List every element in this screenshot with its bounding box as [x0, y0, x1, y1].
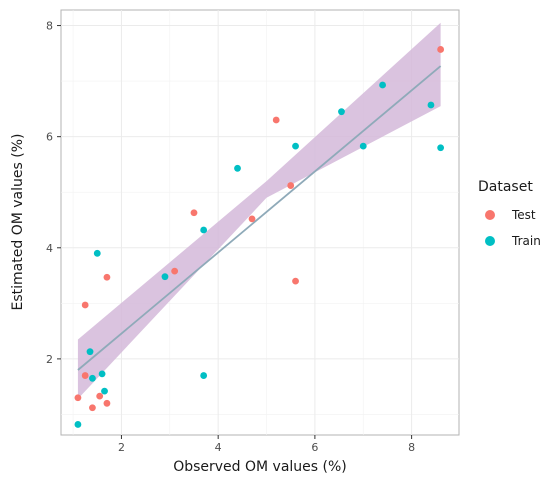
data-point-train: [93, 249, 101, 257]
data-point-train: [86, 348, 94, 356]
data-point-train: [437, 144, 445, 152]
legend: Dataset Test Train: [478, 179, 541, 248]
data-point-test: [89, 404, 96, 412]
data-point-test: [437, 46, 445, 53]
data-point-test: [248, 215, 256, 223]
y-tick-label: 8: [46, 20, 53, 33]
axis-ticks: 2 4 6 8 2 4 6 8: [46, 20, 415, 454]
confidence-band-layer: [77, 22, 441, 399]
legend-title: Dataset: [478, 179, 533, 195]
data-point-train: [359, 142, 367, 150]
data-point-test: [103, 399, 111, 407]
points-layer: [74, 46, 445, 428]
data-point-train: [98, 370, 106, 378]
data-point-train: [89, 374, 96, 382]
data-point-test: [287, 182, 295, 189]
legend-items: Test Train: [485, 208, 541, 248]
data-point-train: [427, 101, 435, 109]
data-point-test: [190, 209, 198, 217]
confidence-band: [77, 22, 441, 399]
data-point-train: [200, 226, 208, 234]
data-point-test: [74, 394, 82, 402]
data-point-test: [96, 392, 104, 400]
x-tick-label: 8: [408, 441, 415, 454]
x-axis-title: Observed OM values (%): [173, 459, 347, 475]
data-point-test: [81, 372, 89, 379]
data-point-train: [292, 142, 299, 150]
legend-label-train: Train: [511, 234, 541, 248]
y-tick-label: 2: [46, 353, 53, 366]
x-tick-label: 4: [215, 441, 222, 454]
data-point-train: [200, 372, 208, 379]
data-point-test: [103, 273, 111, 281]
y-tick-label: 6: [46, 131, 53, 144]
data-point-train: [234, 164, 241, 172]
data-point-test: [81, 301, 89, 309]
data-point-train: [101, 387, 108, 395]
data-point-test: [292, 277, 299, 285]
data-point-train: [161, 273, 169, 281]
data-point-test: [171, 267, 179, 275]
x-tick-label: 6: [311, 441, 318, 454]
x-tick-label: 2: [118, 441, 125, 454]
y-tick-label: 4: [46, 242, 53, 255]
y-axis-title: Estimated OM values (%): [10, 134, 26, 311]
data-point-train: [379, 81, 386, 89]
data-point-train: [338, 108, 345, 116]
legend-key-train: [485, 236, 495, 246]
legend-label-test: Test: [511, 208, 536, 222]
fit-line-layer: [77, 65, 442, 371]
data-point-test: [272, 116, 280, 124]
regression-line: [77, 65, 442, 371]
data-point-train: [74, 421, 82, 428]
legend-key-test: [485, 210, 495, 220]
